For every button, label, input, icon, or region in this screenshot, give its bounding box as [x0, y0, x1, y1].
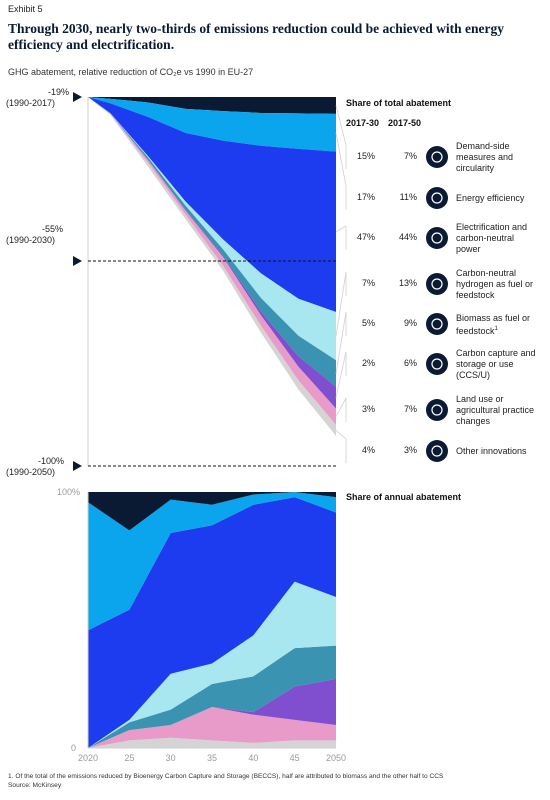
- column-header-2017-30: 2017-30: [346, 118, 380, 128]
- share-2017-30-energy-efficiency: 17%: [356, 192, 375, 202]
- lever-label-carbon-neutral-hydrogen-as-fuel-or-feedstock: Carbon-neutral hydrogen as fuel or feeds…: [456, 267, 534, 300]
- x-tick-2050: 2050: [326, 753, 346, 763]
- label-period-1990-2030: (1990-2030): [6, 235, 56, 245]
- hydrogen-icon: [426, 273, 448, 295]
- lightbulb-icon: [426, 440, 448, 462]
- connector-energy-efficiency: [335, 132, 347, 187]
- share-2017-50-energy-efficiency: 11%: [399, 192, 417, 202]
- share-2017-30-biomass-as-fuel-or-feedstock: 5%: [361, 318, 375, 328]
- y-tick-0: 0: [71, 743, 76, 753]
- x-tick-45: 45: [290, 753, 300, 763]
- label-minus-55: -55%: [42, 224, 64, 234]
- marker--19: [73, 92, 82, 102]
- share-2017-30-electrification-and-carbon-neutral-power: 47%: [356, 232, 375, 242]
- top-area-other-innovations: [88, 97, 336, 436]
- gauge-icon: [426, 187, 448, 209]
- share-2017-50-demand-side-measures-and-circularity: 7%: [403, 151, 417, 161]
- share-2017-50-carbon-neutral-hydrogen-as-fuel-or-feedstock: 13%: [398, 278, 417, 288]
- x-tick-25: 25: [124, 753, 134, 763]
- exhibit-label: Exhibit 5: [8, 4, 43, 14]
- tractor-icon: [426, 399, 448, 421]
- connector-electrification-and-carbon-neutral-power: [335, 225, 347, 233]
- label-minus-100: -100%: [38, 456, 65, 466]
- share-2017-30-other-innovations: 4%: [361, 445, 375, 455]
- chart-subtitle: GHG abatement, relative reduction of CO₂…: [8, 67, 254, 77]
- bottom-area-electrification-and-carbon-neutral-power: [88, 497, 336, 748]
- connector-biomass-as-fuel-or-feedstock: [335, 311, 347, 374]
- x-tick-35: 35: [207, 753, 217, 763]
- chart-title: Through 2030, nearly two-thirds of emiss…: [8, 21, 505, 52]
- connector-other-innovations: [335, 430, 347, 440]
- footnote: 1. Of the total of the emissions reduced…: [8, 773, 444, 780]
- top-area-carbon-capture-and-storage-or-use-ccs-u: [88, 97, 336, 409]
- top-area-land-use-or-agricultural-practice-changes: [88, 97, 336, 425]
- y-tick-100: 100%: [57, 487, 80, 497]
- share-2017-50-electrification-and-carbon-neutral-power: 44%: [398, 232, 417, 242]
- bottom-area-demand-side-measures-and-circularity: [88, 492, 336, 531]
- connector-land-use-or-agricultural-practice-changes: [335, 397, 347, 417]
- marker--55: [73, 256, 82, 266]
- lever-label-other-innovations: Other innovations: [456, 445, 527, 456]
- top-area-carbon-neutral-hydrogen-as-fuel-or-feedstock: [88, 97, 336, 361]
- bottom-area-carbon-capture-and-storage-or-use-ccs-u: [88, 678, 336, 748]
- connector-demand-side-measures-and-circularity: [335, 105, 347, 146]
- marker--100: [73, 461, 82, 471]
- lever-label-land-use-or-agricultural-practice-changes: Land use or agricultural practice change…: [456, 393, 535, 426]
- share-2017-30-carbon-neutral-hydrogen-as-fuel-or-feedstock: 7%: [361, 278, 375, 288]
- x-tick-2020: 2020: [78, 753, 98, 763]
- label-period-1990-2017: (1990-2017): [6, 98, 56, 108]
- connector-carbon-neutral-hydrogen-as-fuel-or-feedstock: [335, 271, 347, 337]
- x-tick-40: 40: [248, 753, 258, 763]
- label-period-1990-2050: (1990-2050): [6, 467, 56, 477]
- lever-label-carbon-capture-and-storage-or-use-ccs-u: Carbon capture and storage or use (CCS/U…: [456, 347, 536, 380]
- column-header-2017-50: 2017-50: [388, 118, 422, 128]
- share-2017-50-carbon-capture-and-storage-or-use-ccs-u: 6%: [403, 358, 417, 368]
- share-total-header: Share of total abatement: [346, 98, 452, 108]
- leaf-icon: [426, 313, 448, 335]
- share-2017-50-other-innovations: 3%: [403, 445, 417, 455]
- wind-turbine-icon: [426, 227, 448, 249]
- share-2017-30-land-use-or-agricultural-practice-changes: 3%: [361, 404, 375, 414]
- top-area-energy-efficiency: [88, 97, 336, 152]
- lever-label-biomass-as-fuel-or-feedstock: Biomass as fuel or feedstock1: [456, 313, 531, 336]
- lever-label-electrification-and-carbon-neutral-power: Electrification and carbon-neutral power: [456, 221, 528, 254]
- bottom-area-land-use-or-agricultural-practice-changes: [88, 707, 336, 748]
- value-minus-19: -19%: [48, 87, 70, 97]
- label-minus-19: -19%: [48, 87, 69, 98]
- bottom-area-biomass-as-fuel-or-feedstock: [88, 645, 336, 748]
- lever-label-energy-efficiency: Energy efficiency: [456, 192, 525, 203]
- top-area-biomass-as-fuel-or-feedstock: [88, 97, 336, 387]
- bottom-area-energy-efficiency: [88, 492, 336, 631]
- share-2017-30-carbon-capture-and-storage-or-use-ccs-u: 2%: [361, 358, 375, 368]
- source: Source: McKinsey: [8, 782, 62, 789]
- connector-carbon-capture-and-storage-or-use-ccs-u: [335, 351, 347, 398]
- share-annual-header: Share of annual abatement: [346, 492, 462, 502]
- bottom-area-other-innovations: [88, 737, 336, 748]
- share-2017-50-land-use-or-agricultural-practice-changes: 7%: [403, 404, 417, 414]
- top-area-demand-side-measures-and-circularity: [88, 97, 336, 114]
- share-2017-30-demand-side-measures-and-circularity: 15%: [356, 151, 375, 161]
- lever-label-demand-side-measures-and-circularity: Demand-side measures and circularity: [456, 140, 514, 173]
- top-area-electrification-and-carbon-neutral-power: [88, 97, 336, 313]
- x-tick-30: 30: [166, 753, 176, 763]
- bottom-area-carbon-neutral-hydrogen-as-fuel-or-feedstock: [88, 581, 336, 748]
- share-2017-50-biomass-as-fuel-or-feedstock: 9%: [403, 318, 417, 328]
- circular-arrow-icon: [426, 146, 448, 168]
- ccs-icon: [426, 353, 448, 375]
